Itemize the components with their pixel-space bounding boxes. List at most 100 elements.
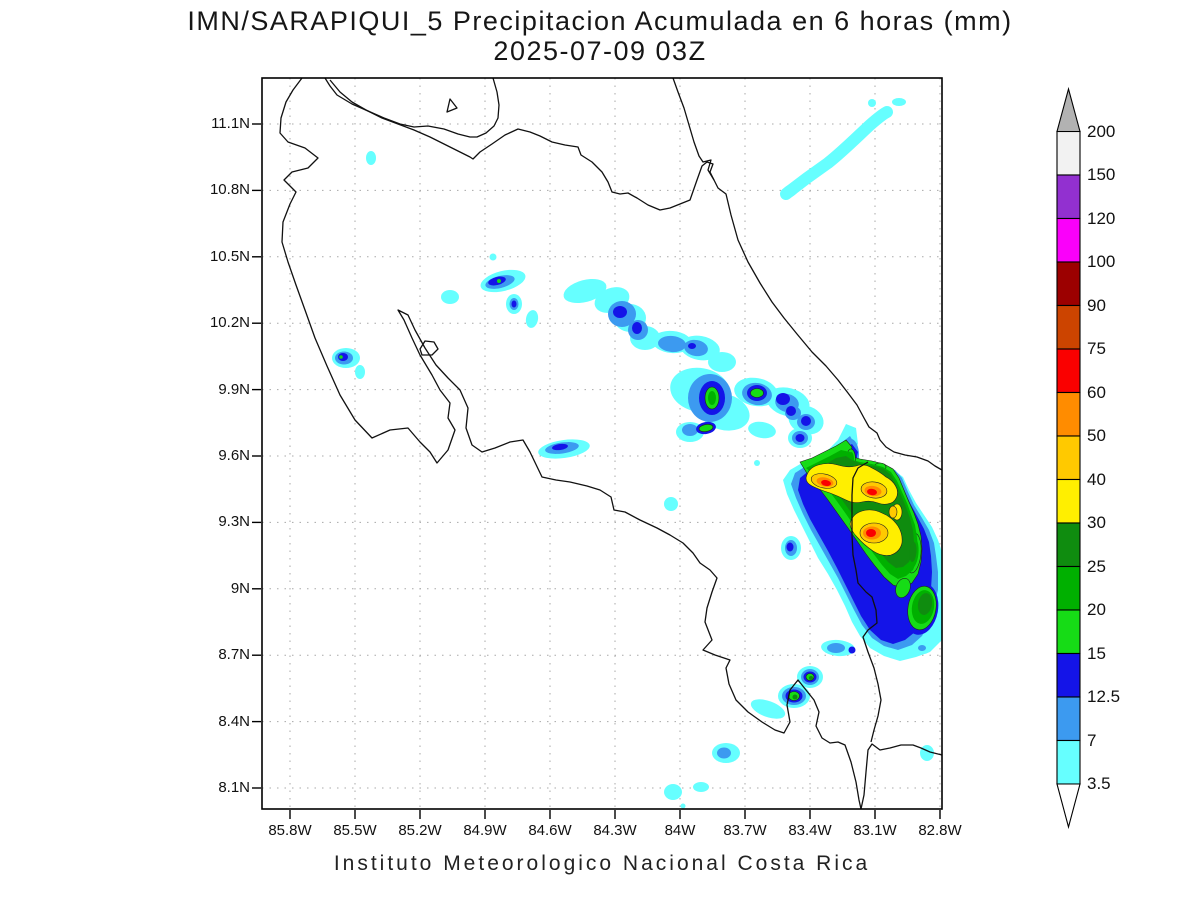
lon-tick-label: 82.8W [918, 822, 962, 839]
colorbar-arrow-over [1056, 86, 1081, 133]
colorbar-arrow-under [1056, 783, 1081, 830]
colorbar-cell [1056, 609, 1081, 655]
rain-patch [708, 391, 716, 405]
rain-patch [717, 747, 731, 759]
rain-patch [693, 782, 709, 792]
rain-patch [339, 355, 343, 359]
rain-patch [795, 434, 805, 442]
colorbar-cell [1056, 478, 1081, 524]
rain-patch [780, 183, 800, 199]
lat-tick-label: 8.4N [218, 712, 250, 730]
lon-tick-label: 84.9W [463, 822, 507, 839]
coastline-caribbean [672, 78, 942, 471]
rain-patch [821, 479, 831, 487]
rain-patch [868, 99, 876, 107]
lat-tick-label: 10.5N [209, 247, 250, 265]
lon-tick-label: 83.4W [788, 822, 832, 839]
rain-patch [613, 306, 627, 318]
colorbar-tick-label: 150 [1087, 165, 1116, 184]
lat-tick-label: 10.8N [209, 181, 250, 199]
colorbar-tick-label: 25 [1087, 556, 1106, 576]
rain-patch [809, 676, 813, 680]
colorbar-cell [1056, 174, 1081, 220]
rain-patch [682, 424, 698, 436]
colorbar-tick-label: 3.5 [1087, 774, 1111, 793]
rain-patch [748, 421, 776, 439]
rain-patch [895, 578, 911, 598]
rain-patch [750, 388, 764, 398]
lon-tick-label: 83.1W [853, 822, 897, 839]
lon-tick-label: 83.7W [723, 822, 767, 839]
rain-patch [792, 694, 798, 700]
colorbar-tick-label: 60 [1087, 382, 1106, 402]
colorbar-tick-label: 20 [1087, 600, 1106, 619]
colorbar-tick-label: 200 [1087, 121, 1116, 141]
lon-tick-label: 85.8W [268, 822, 312, 839]
rain-patch [892, 98, 906, 106]
colorbar-tick-label: 120 [1087, 208, 1116, 228]
rain-patch [366, 151, 376, 165]
colorbar-cell [1056, 696, 1081, 742]
rain-patch [866, 529, 876, 537]
colorbar-cell [1056, 391, 1081, 437]
rain-patch [680, 803, 686, 809]
rain-patch [658, 335, 686, 353]
plot-valid-time: 2025-07-09 03Z [493, 36, 707, 66]
rain-patch [664, 784, 682, 800]
rain-patch [708, 352, 736, 372]
colorbar [1056, 130, 1081, 785]
colorbar-cell [1056, 565, 1081, 611]
rain-patch [909, 542, 917, 562]
rain-patch [355, 365, 365, 379]
rain-patch [786, 542, 794, 552]
colorbar-cell [1056, 435, 1081, 481]
lat-tick-label: 8.7N [218, 646, 250, 664]
rain-patch [801, 416, 811, 426]
graticule [262, 78, 942, 809]
plot-title: IMN/SARAPIQUI_5 Precipitacion Acumulada … [187, 6, 1013, 36]
lat-tick-label: 9N [230, 579, 250, 597]
precipitation-shading [332, 98, 942, 809]
lon-tick-label: 85.5W [333, 822, 377, 839]
rain-patch [827, 643, 845, 653]
rain-patch [552, 443, 568, 451]
coastline-pacific [279, 78, 942, 809]
colorbar-cell [1056, 130, 1081, 176]
colorbar-tick-label: 12.5 [1087, 687, 1121, 706]
rain-patch [632, 322, 642, 334]
rain-patch [698, 424, 714, 432]
rain-patch [525, 310, 539, 328]
colorbar-tick-label: 100 [1087, 252, 1116, 271]
island-triangle [446, 98, 458, 113]
rain-patch [754, 460, 760, 466]
colorbar-tick-label: 15 [1087, 643, 1106, 663]
lon-tick-label: 84.6W [528, 822, 572, 839]
colorbar-cell [1056, 261, 1081, 307]
rain-patch [776, 393, 790, 405]
lon-tick-label: 84W [664, 822, 696, 839]
lon-tick-label: 85.2W [398, 822, 442, 839]
lat-tick-label: 8.1N [218, 779, 250, 796]
rain-patch [750, 699, 786, 719]
rain-patch [848, 646, 856, 654]
colorbar-cell [1056, 348, 1081, 394]
rain-patch [563, 278, 607, 304]
colorbar-tick-label: 75 [1087, 339, 1106, 358]
lat-tick-label: 9.6N [218, 447, 250, 464]
rain-patch [497, 279, 501, 283]
rain-patch [664, 497, 678, 511]
map-frame [261, 77, 943, 810]
lat-tick-label: 11.1N [211, 115, 250, 132]
colorbar-cell [1056, 739, 1081, 785]
colorbar-tick-label: 30 [1087, 513, 1106, 532]
lake-nicaragua-shore [324, 78, 500, 138]
rain-patch [917, 593, 933, 615]
lat-tick-label: 9.9N [218, 380, 250, 398]
colorbar-cell [1056, 522, 1081, 568]
axis-ticks [252, 123, 941, 819]
colorbar-cell [1056, 217, 1081, 263]
rain-patch [338, 353, 348, 361]
rain-patch [780, 106, 893, 200]
rain-patch [511, 300, 517, 308]
